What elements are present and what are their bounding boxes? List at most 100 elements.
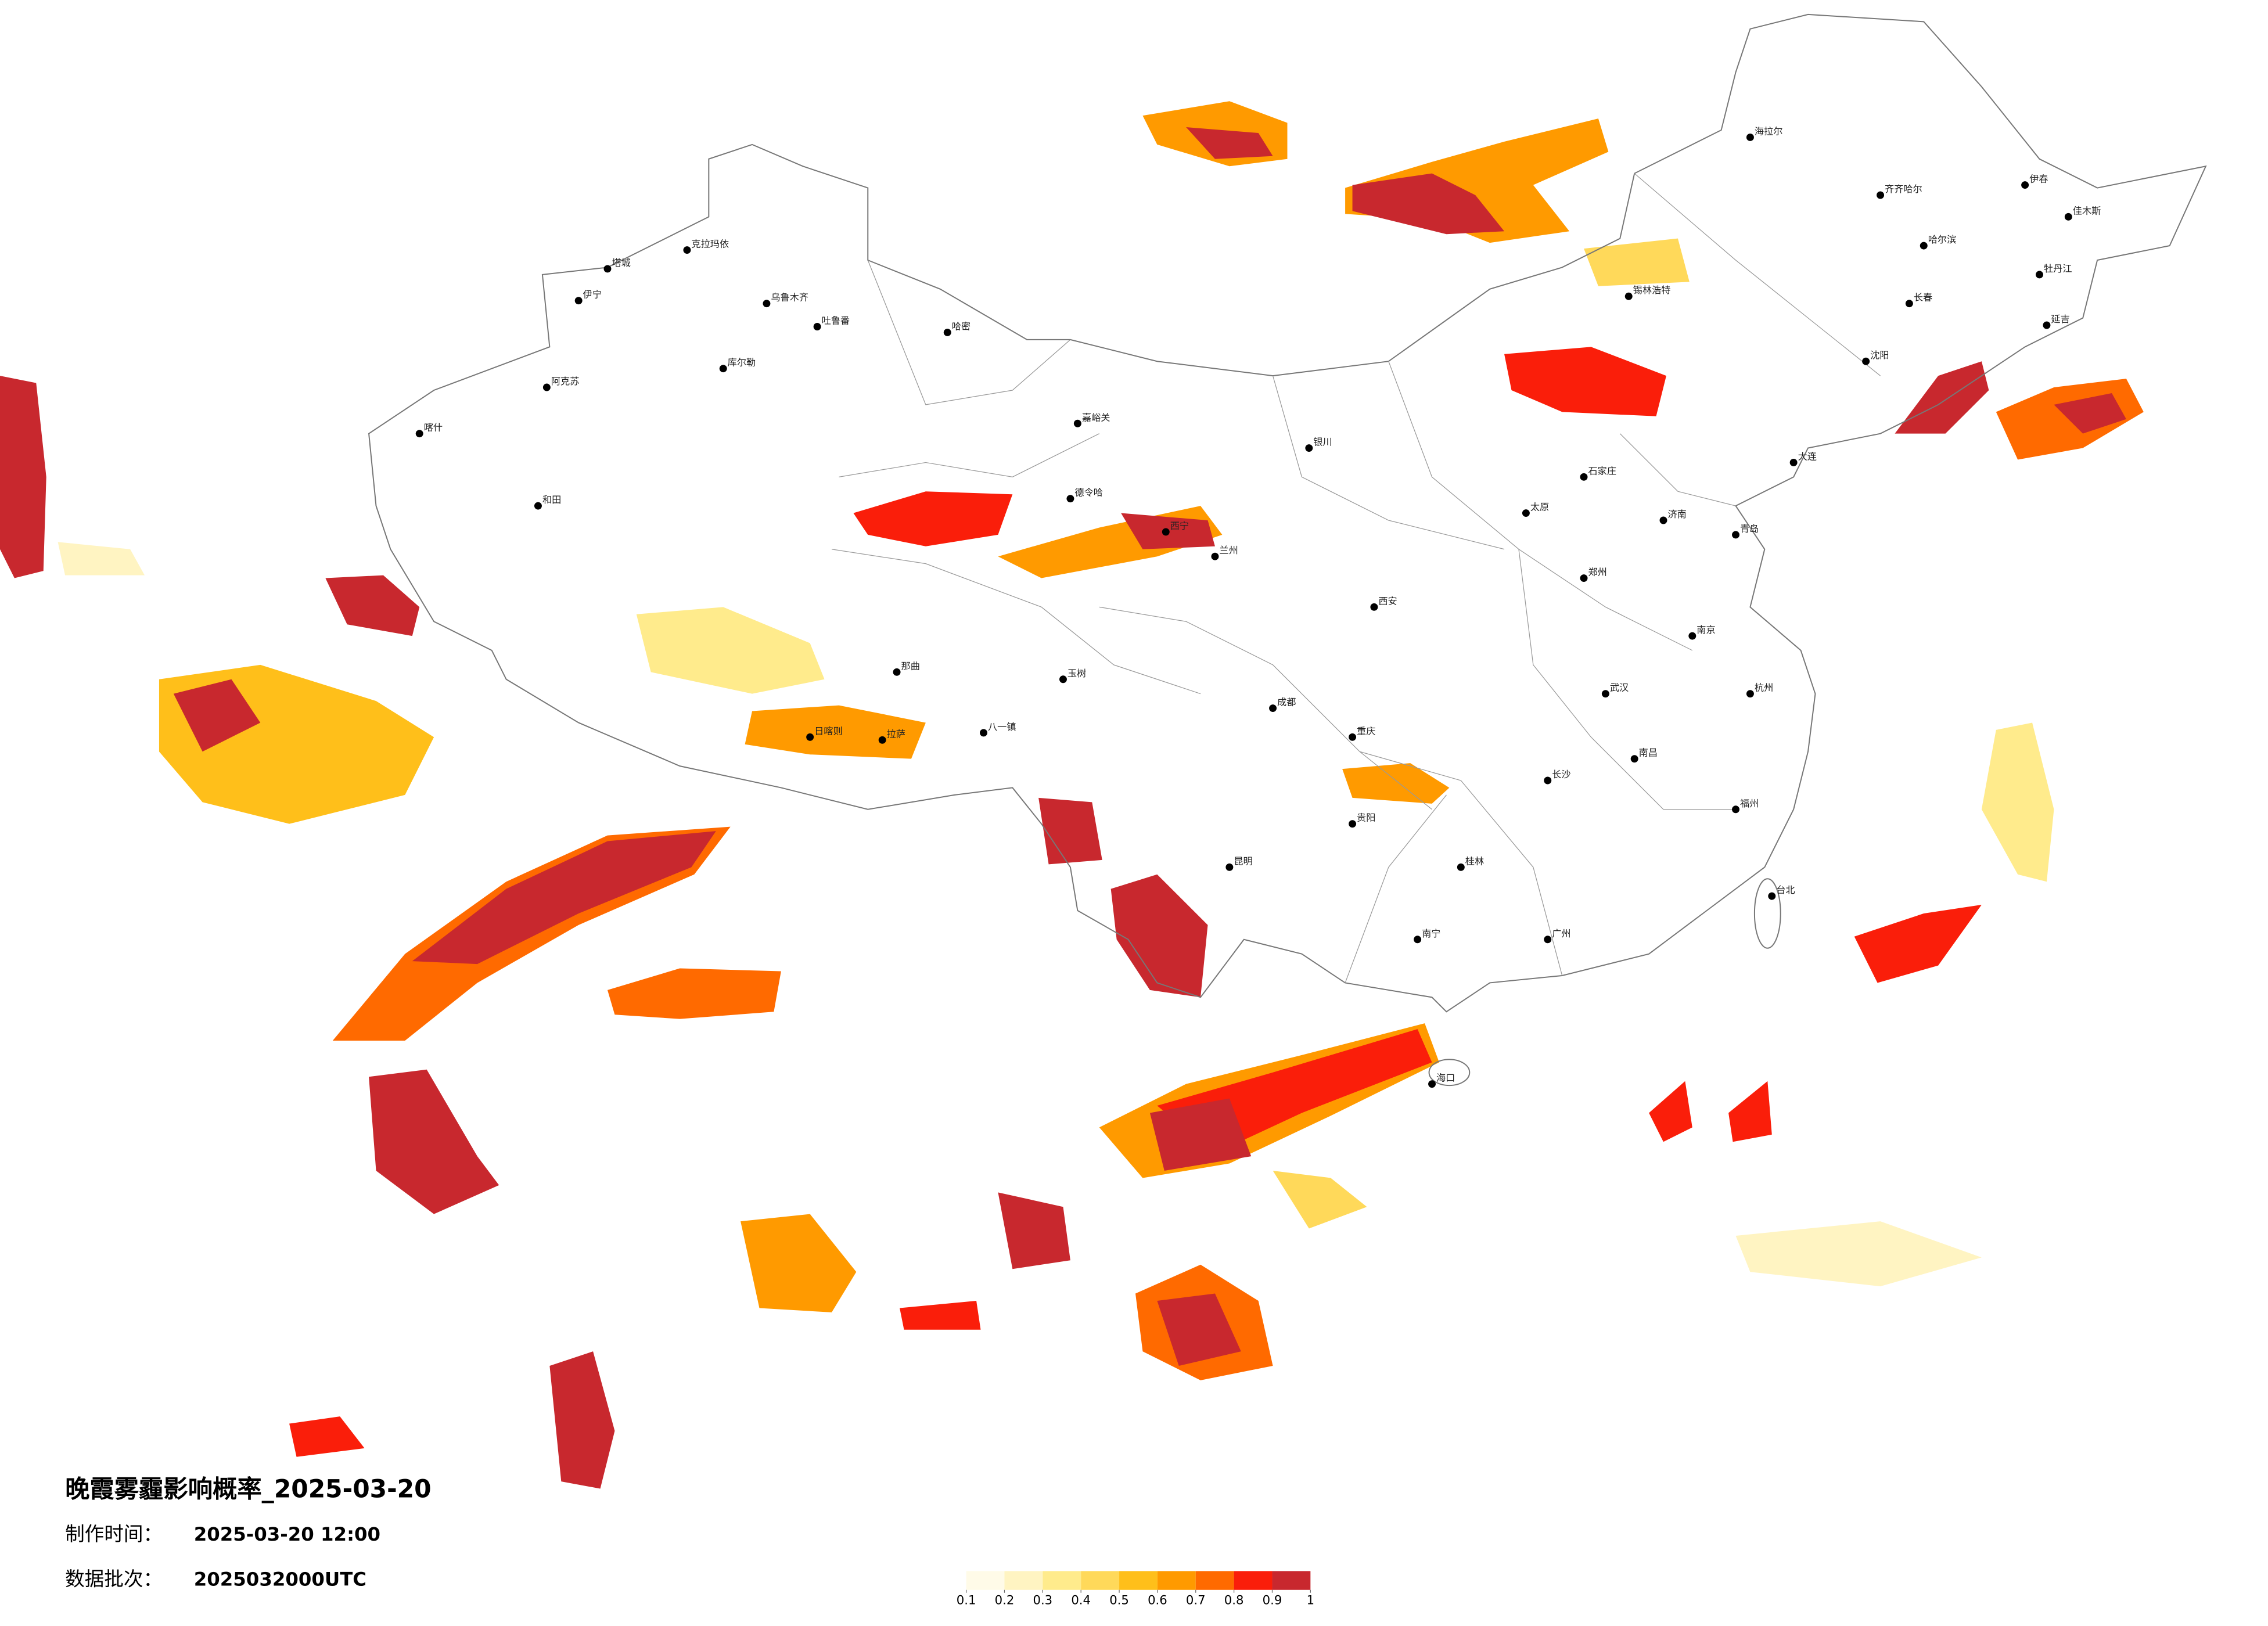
city-label: 吐鲁番 [822,315,850,326]
city-dot [1746,133,1754,141]
legend-tick-label: 0.9 [1263,1593,1282,1607]
city-dot [1624,292,1633,300]
field-patch [1186,127,1273,159]
city-dot [719,365,727,373]
city-label: 福州 [1740,798,1759,809]
city-label: 锡林浩特 [1633,285,1671,296]
city-label: 哈密 [952,321,971,332]
legend-tick-label: 0.1 [957,1593,976,1607]
field-patch [1584,238,1690,286]
city-label: 西宁 [1170,520,1189,531]
city-dot [1162,528,1170,536]
city-dot [683,246,691,254]
city-label: 海拉尔 [1755,125,1783,136]
city-dot [980,729,987,737]
city-dot [878,736,886,744]
city-dot [2036,271,2043,279]
city-dot [1601,690,1609,698]
city-label: 佳木斯 [2073,205,2101,216]
province-lines [831,173,1881,983]
city-dot [2021,181,2029,189]
taiwan-outline [1753,878,1781,949]
legend-swatch [1272,1571,1311,1590]
legend-swatch [1195,1571,1234,1590]
field-patch [325,575,420,636]
city-label: 塔城 [612,257,630,268]
field-patch [412,831,716,965]
legend-swatch [1004,1571,1043,1590]
city-dot [603,265,612,273]
city-dot [1789,458,1798,466]
field-patch [636,607,825,694]
city-dot [574,297,583,305]
field-patch [1735,1221,1982,1287]
city-dot [2064,213,2072,221]
city-dot [415,430,423,438]
city-label: 八一镇 [988,721,1016,732]
city-dot [1732,531,1739,539]
city-label: 库尔勒 [728,357,756,368]
city-label: 哈尔滨 [1928,234,1957,245]
city-dot [1059,675,1067,684]
legend-swatch [1234,1571,1273,1590]
city-dot [1768,892,1776,900]
field-patch [1149,1098,1252,1171]
city-dot [1073,419,1081,427]
legend-tick-label: 1 [1307,1593,1314,1607]
city-label: 嘉峪关 [1082,412,1110,423]
legend-tick-label: 0.4 [1071,1593,1091,1607]
field-patch [741,1214,857,1312]
city-label: 重庆 [1357,725,1375,736]
legend-swatch [1043,1571,1081,1590]
city-label: 伊春 [2029,174,2048,185]
city-label: 桂林 [1465,855,1484,866]
city-label: 济南 [1667,509,1686,520]
city-label: 杭州 [1755,682,1773,693]
city-dot [1269,704,1277,713]
city-dot [1544,776,1552,785]
city-dot [1349,733,1357,741]
city-label: 沈阳 [1870,350,1889,361]
city-dot [1746,690,1754,698]
city-dot [1522,509,1530,517]
field-patch [1504,347,1666,416]
city-label: 牡丹江 [2044,263,2072,274]
city-label: 那曲 [901,660,920,671]
city-dot [1580,574,1588,582]
city-dot [534,502,542,510]
city-dot [1920,242,1928,250]
city-dot [1211,552,1219,560]
field-patch [1895,361,1989,434]
legend-tick-label: 0.2 [995,1593,1015,1607]
city-dot [1370,603,1378,611]
city-label: 海口 [1436,1073,1455,1084]
city-dot [1457,863,1465,871]
city-dot [1225,863,1234,871]
city-label: 贵阳 [1357,812,1375,823]
legend-swatch [966,1571,1005,1590]
city-label: 和田 [542,494,561,505]
city-label: 延吉 [2051,314,2069,325]
city-label: 长春 [1914,292,1932,303]
legend-tick-label: 0.8 [1224,1593,1244,1607]
field-patch [549,1351,615,1489]
city-label: 成都 [1277,697,1296,708]
city-label: 兰州 [1219,545,1238,556]
made-time-label: 制作时间： [65,1523,163,1545]
field-patch [1273,1171,1367,1229]
probability-field [0,101,2144,1489]
city-dot [542,383,551,391]
city-dot [1349,820,1357,828]
city-label: 南昌 [1639,747,1658,758]
city-dot [1630,755,1638,763]
borders [368,13,2207,1087]
field-patch [745,705,926,759]
legend-tick-label: 0.3 [1033,1593,1052,1607]
city-dot [1659,516,1667,524]
field-patch [1342,763,1450,804]
city-dot [806,733,814,741]
city-label: 台北 [1776,884,1795,895]
city-dot [2043,321,2051,329]
field-patch [1038,797,1102,865]
